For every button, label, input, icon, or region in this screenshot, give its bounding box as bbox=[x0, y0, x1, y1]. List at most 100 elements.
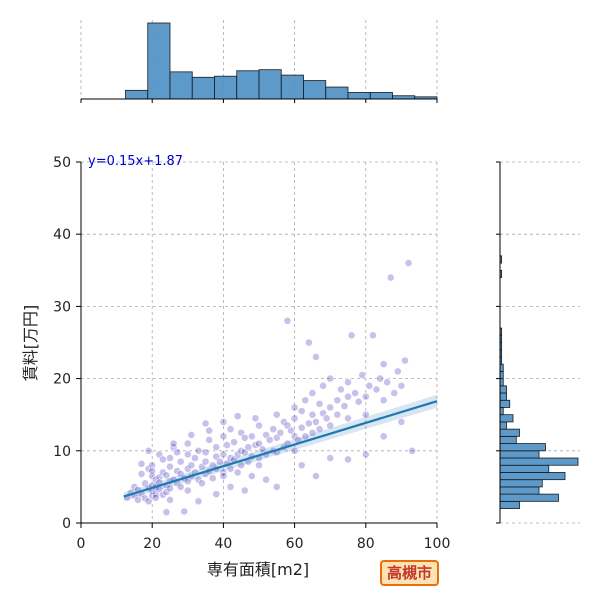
scatter-point bbox=[201, 419, 210, 428]
scatter-point bbox=[201, 448, 210, 457]
scatter-point bbox=[297, 423, 306, 432]
scatter-point bbox=[212, 490, 221, 499]
scatter-point bbox=[223, 441, 231, 449]
scatter-point bbox=[308, 389, 317, 397]
right-hist-bar bbox=[499, 464, 550, 473]
scatter-point bbox=[326, 421, 335, 430]
scatter-point bbox=[205, 426, 214, 435]
scatter-point bbox=[315, 425, 324, 434]
scatter-point bbox=[344, 378, 352, 387]
scatter-point bbox=[312, 353, 320, 361]
right-hist-bar bbox=[499, 486, 540, 495]
top-hist-bar bbox=[280, 74, 304, 100]
scatter-point bbox=[397, 381, 406, 390]
scatter-point bbox=[166, 484, 174, 493]
top-hist-bar bbox=[258, 69, 282, 100]
top-hist-bar bbox=[303, 80, 327, 100]
right-hist-bar bbox=[499, 421, 507, 430]
scatter-point bbox=[383, 378, 392, 387]
scatter-point bbox=[255, 439, 263, 448]
scatter-point bbox=[290, 414, 299, 423]
scatter-point bbox=[326, 374, 335, 383]
scatter-point bbox=[173, 448, 182, 457]
scatter-point bbox=[393, 367, 402, 376]
scatter-point bbox=[290, 446, 299, 455]
right-hist-bar bbox=[499, 414, 514, 423]
scatter-point bbox=[240, 486, 249, 495]
scatter-point bbox=[347, 331, 356, 340]
scatter-point bbox=[276, 428, 285, 437]
scatter-point bbox=[397, 418, 406, 426]
scatter-point bbox=[233, 412, 242, 421]
scatter-point bbox=[251, 414, 260, 423]
scatter-point bbox=[158, 455, 167, 464]
right-hist-bar bbox=[499, 472, 566, 481]
scatter-point bbox=[219, 418, 228, 426]
scatter-point bbox=[144, 446, 153, 455]
scatter-point bbox=[308, 428, 317, 437]
scatter-point bbox=[315, 399, 324, 408]
right-hist-bar bbox=[499, 443, 546, 452]
scatter-point bbox=[208, 474, 217, 483]
right-hist-bar bbox=[499, 399, 511, 408]
scatter-point bbox=[404, 259, 413, 267]
scatter-point bbox=[269, 425, 278, 434]
top-hist-bar bbox=[214, 75, 238, 100]
right-hist-bar bbox=[499, 500, 520, 509]
scatter-point bbox=[187, 431, 196, 439]
scatter-point bbox=[358, 371, 367, 379]
y-tick-label: 30 bbox=[53, 299, 71, 315]
x-tick-label: 60 bbox=[286, 536, 304, 552]
scatter-point bbox=[244, 443, 253, 452]
scatter-point bbox=[194, 497, 203, 506]
y-tick-label: 50 bbox=[53, 155, 71, 171]
right-hist-bar bbox=[499, 435, 517, 444]
scatter-point bbox=[351, 389, 360, 397]
scatter-point bbox=[304, 338, 313, 347]
scatter-point bbox=[312, 418, 320, 426]
scatter-point bbox=[205, 436, 214, 444]
scatter-point bbox=[365, 381, 374, 390]
scatter-point bbox=[361, 410, 370, 419]
regression-line-path bbox=[123, 400, 438, 498]
right-hist-bar bbox=[499, 450, 540, 459]
scatter-point bbox=[354, 397, 363, 406]
y-tick-label: 10 bbox=[53, 444, 71, 460]
scatter-point bbox=[369, 331, 377, 340]
scatter-point bbox=[379, 396, 388, 405]
scatter-point bbox=[137, 470, 146, 478]
y-tick-label: 40 bbox=[53, 227, 71, 243]
scatter-point bbox=[230, 438, 238, 447]
right-hist-bar bbox=[499, 385, 507, 394]
scatter-point bbox=[344, 455, 352, 464]
scatter-point bbox=[162, 508, 171, 517]
scatter-point bbox=[390, 389, 399, 397]
right-hist-bar bbox=[499, 479, 543, 488]
x-tick-label: 80 bbox=[357, 536, 375, 552]
scatter-point bbox=[219, 432, 228, 441]
scatter-point bbox=[361, 450, 370, 459]
top-histogram bbox=[80, 20, 438, 103]
scatter-point bbox=[301, 396, 310, 405]
scatter-point bbox=[333, 396, 342, 405]
right-hist-bar bbox=[499, 428, 520, 437]
regression-band bbox=[123, 394, 437, 501]
y-axis-title: 賃料[万円] bbox=[21, 305, 40, 382]
scatter-point bbox=[169, 439, 178, 448]
scatter-point bbox=[183, 450, 192, 459]
scatter-point bbox=[162, 471, 171, 480]
scatter-point bbox=[361, 392, 370, 401]
scatter-point bbox=[166, 495, 174, 504]
scatter-point bbox=[319, 381, 327, 390]
scatter-point bbox=[340, 402, 349, 410]
scatter-point bbox=[379, 432, 388, 441]
scatter-point bbox=[290, 403, 299, 412]
scatter-point bbox=[401, 356, 409, 365]
scatter-point bbox=[376, 374, 384, 383]
top-hist-bar bbox=[125, 89, 149, 100]
x-tick-label: 0 bbox=[77, 536, 86, 552]
right-histogram bbox=[496, 161, 580, 524]
scatter-point bbox=[272, 482, 281, 491]
scatter-point bbox=[226, 464, 235, 473]
scatter-points bbox=[123, 259, 416, 517]
